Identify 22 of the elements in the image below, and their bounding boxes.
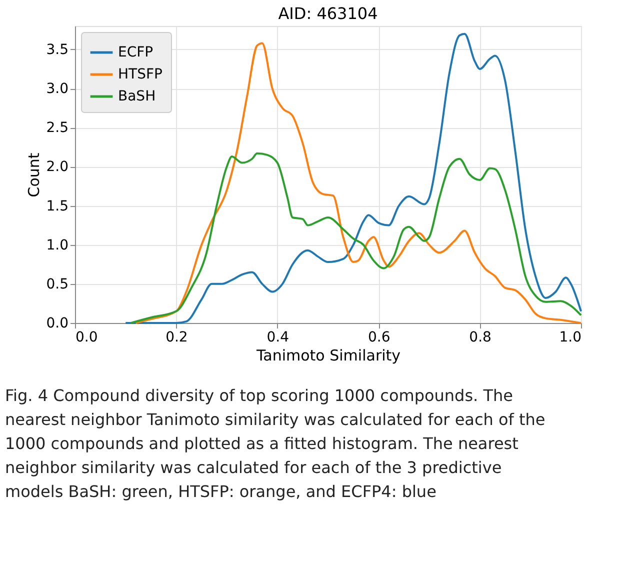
y-axis-title: Count	[25, 152, 44, 198]
y-tick-label: 2.0	[46, 159, 68, 176]
chart-title: AID: 463104	[278, 4, 378, 23]
y-tick-label: 0.5	[46, 276, 68, 292]
x-tick-label: 0.6	[368, 330, 390, 346]
x-tick-label: 0.8	[469, 330, 492, 346]
caption: Fig. 4 Compound diversity of top scoring 1000 compounds. The nearest neighbor Tanimoto similarity was calculated for each of the 1000 compounds and plotted as a fitted histogram. The nearest neighbor similarity was calculated for each of the 3 predictive models BaSH: green, HTSFP: orange, and ECFP4: blue	[5, 386, 546, 501]
x-tick-label: 1.0	[559, 330, 582, 346]
y-tick-label: 3.5	[46, 42, 68, 58]
y-tick-label: 2.5	[46, 120, 68, 136]
x-tick-label: 0.4	[266, 330, 290, 346]
y-tick-label: 0.0	[46, 316, 68, 332]
legend-label: HTSFP	[118, 66, 162, 82]
y-tick-label: 1.0	[46, 237, 68, 254]
x-axis-title: Tanimoto Similarity	[255, 346, 401, 364]
y-tick-label: 3.0	[46, 81, 68, 98]
line-series	[130, 152, 582, 324]
legend-label: ECFP	[118, 44, 154, 60]
y-tick-label: 1.5	[46, 198, 68, 214]
legend-label: BaSH	[118, 88, 156, 104]
x-tick-label: 0.0	[76, 330, 98, 346]
x-tick-label: 0.2	[166, 330, 188, 346]
